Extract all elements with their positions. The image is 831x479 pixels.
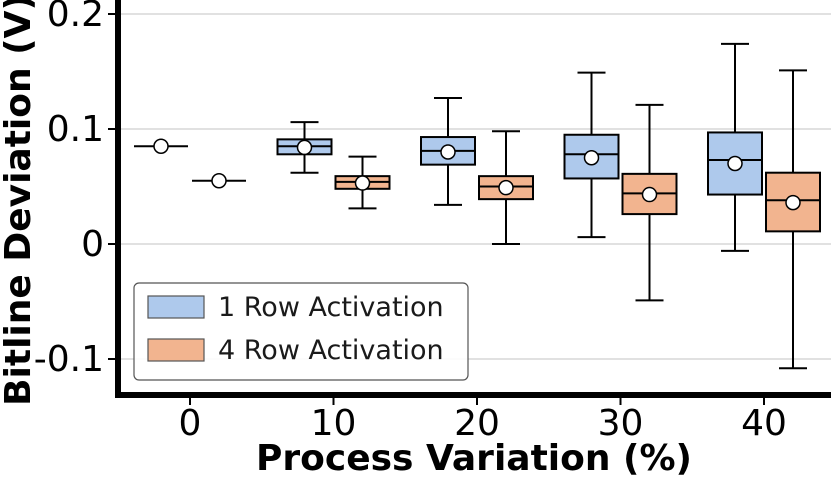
axes	[108, 0, 831, 405]
x-tick-label-0: 0	[179, 403, 202, 444]
x-tick-label-4: 40	[741, 403, 787, 444]
box-2-row-0	[192, 173, 246, 189]
mean-marker	[153, 138, 169, 154]
legend-label-2: 4 Row Activation	[218, 335, 444, 366]
y-axis-label: Bitline Deviation (V)	[0, 0, 39, 406]
y-tick-label-0: 0.2	[47, 0, 104, 35]
mean-marker	[498, 179, 514, 196]
box-2-row-30	[621, 103, 678, 302]
box-2-row-40	[765, 69, 821, 370]
y-tick-label-3: -0.1	[34, 339, 104, 380]
legend-label-1: 1 Row Activation	[218, 292, 444, 323]
box-1-row-30	[563, 71, 620, 239]
box-1-row-20	[420, 96, 476, 206]
mean-marker	[727, 155, 743, 172]
mean-marker	[440, 144, 456, 160]
legend-frame	[133, 282, 469, 381]
box-1-row-0	[134, 138, 188, 154]
x-axis-label: Process Variation (%)	[256, 438, 692, 479]
y-tick-label-1: 0.1	[47, 109, 104, 150]
box-2-row-10	[334, 155, 391, 210]
mean-marker	[211, 173, 227, 189]
tick-labels: 0.2 0.1 0 -0.1 0 10 20 30 40	[34, 0, 787, 444]
legend-swatch-2	[147, 338, 205, 362]
mean-marker	[354, 175, 371, 191]
box-1-row-10	[276, 121, 333, 174]
box-1-row-40	[707, 42, 763, 252]
box-plot-series	[134, 42, 821, 370]
y-tick-label-2: 0	[81, 224, 104, 265]
box-2-row-20	[478, 130, 534, 245]
x-tick-label-1: 10	[311, 403, 357, 444]
legend: 1 Row Activation 4 Row Activation	[133, 282, 469, 381]
mean-marker	[296, 139, 313, 156]
mean-marker	[583, 150, 600, 166]
legend-swatch-1	[147, 295, 205, 319]
x-tick-label-2: 20	[454, 403, 500, 444]
mean-marker	[785, 194, 801, 211]
mean-marker	[641, 186, 658, 203]
x-tick-label-3: 30	[598, 403, 644, 444]
